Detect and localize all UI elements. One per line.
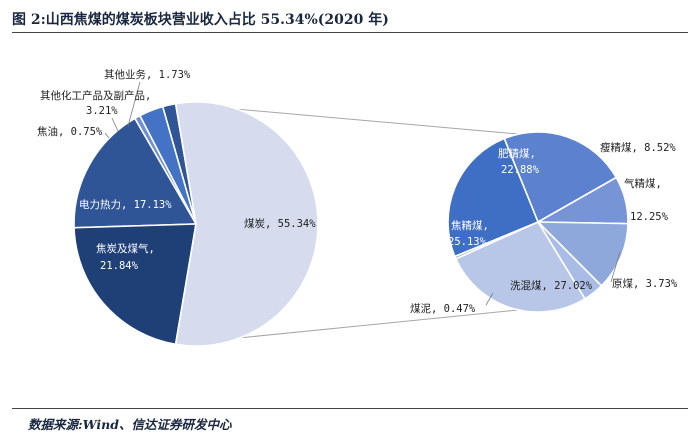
label-gas-line2: 12.25% [630, 211, 669, 223]
main-slice-焦炭及煤气 [73, 223, 197, 346]
figure-title: 图 2:山西焦煤的煤炭板块营业收入占比 55.34%(2020 年) [12, 12, 389, 28]
label-raw: 原煤, 3.73% [612, 277, 678, 290]
label-coking-line2: 25.13% [448, 236, 487, 248]
label-coal: 煤炭, 55.34% [244, 217, 316, 230]
leader-slime [485, 292, 494, 306]
label-chem-line2: 3.21% [86, 105, 118, 117]
data-source: 数据来源:Wind、信达证券研发中心 [28, 417, 232, 432]
leader-tar [104, 132, 110, 139]
label-washed: 洗混煤, 27.02% [510, 279, 593, 292]
label-chem-line1: 其他化工产品及副产品, [40, 89, 151, 102]
slice-labels: 其他业务, 1.73% 其他化工产品及副产品, 3.21% 焦油, 0.75% 电力热力… [37, 68, 678, 315]
label-coke-line1: 焦炭及煤气, [96, 242, 155, 255]
sub-pie [447, 131, 629, 313]
leader-chem [111, 117, 119, 132]
source-divider [12, 408, 688, 409]
leader-raw [610, 251, 621, 283]
sub-slice-气精煤 [536, 221, 629, 287]
label-tar: 焦油, 0.75% [37, 125, 103, 138]
main-slice-煤炭 [174, 101, 319, 347]
sub-slice-肥精煤 [503, 131, 618, 224]
label-coking-line1: 焦精煤, [451, 219, 489, 232]
main-slice-电力热力 [73, 117, 198, 229]
sub-slice-焦精煤 [447, 137, 540, 258]
label-coke-line2: 21.84% [100, 260, 139, 272]
label-slime: 煤泥, 0.47% [410, 302, 476, 315]
label-fat-line2: 22.88% [501, 164, 540, 176]
figure-title-bar: 图 2:山西焦煤的煤炭板块营业收入占比 55.34%(2020 年) [12, 6, 688, 33]
label-gas-line1: 气精煤, [624, 177, 662, 190]
label-lean: 瘦精煤, 8.52% [600, 141, 676, 154]
leader-other-business [127, 81, 141, 127]
main-pie [73, 101, 319, 347]
label-power: 电力热力, 17.13% [79, 198, 172, 211]
label-other-business: 其他业务, 1.73% [104, 68, 191, 81]
label-fat-line1: 肥精煤, [498, 147, 536, 160]
